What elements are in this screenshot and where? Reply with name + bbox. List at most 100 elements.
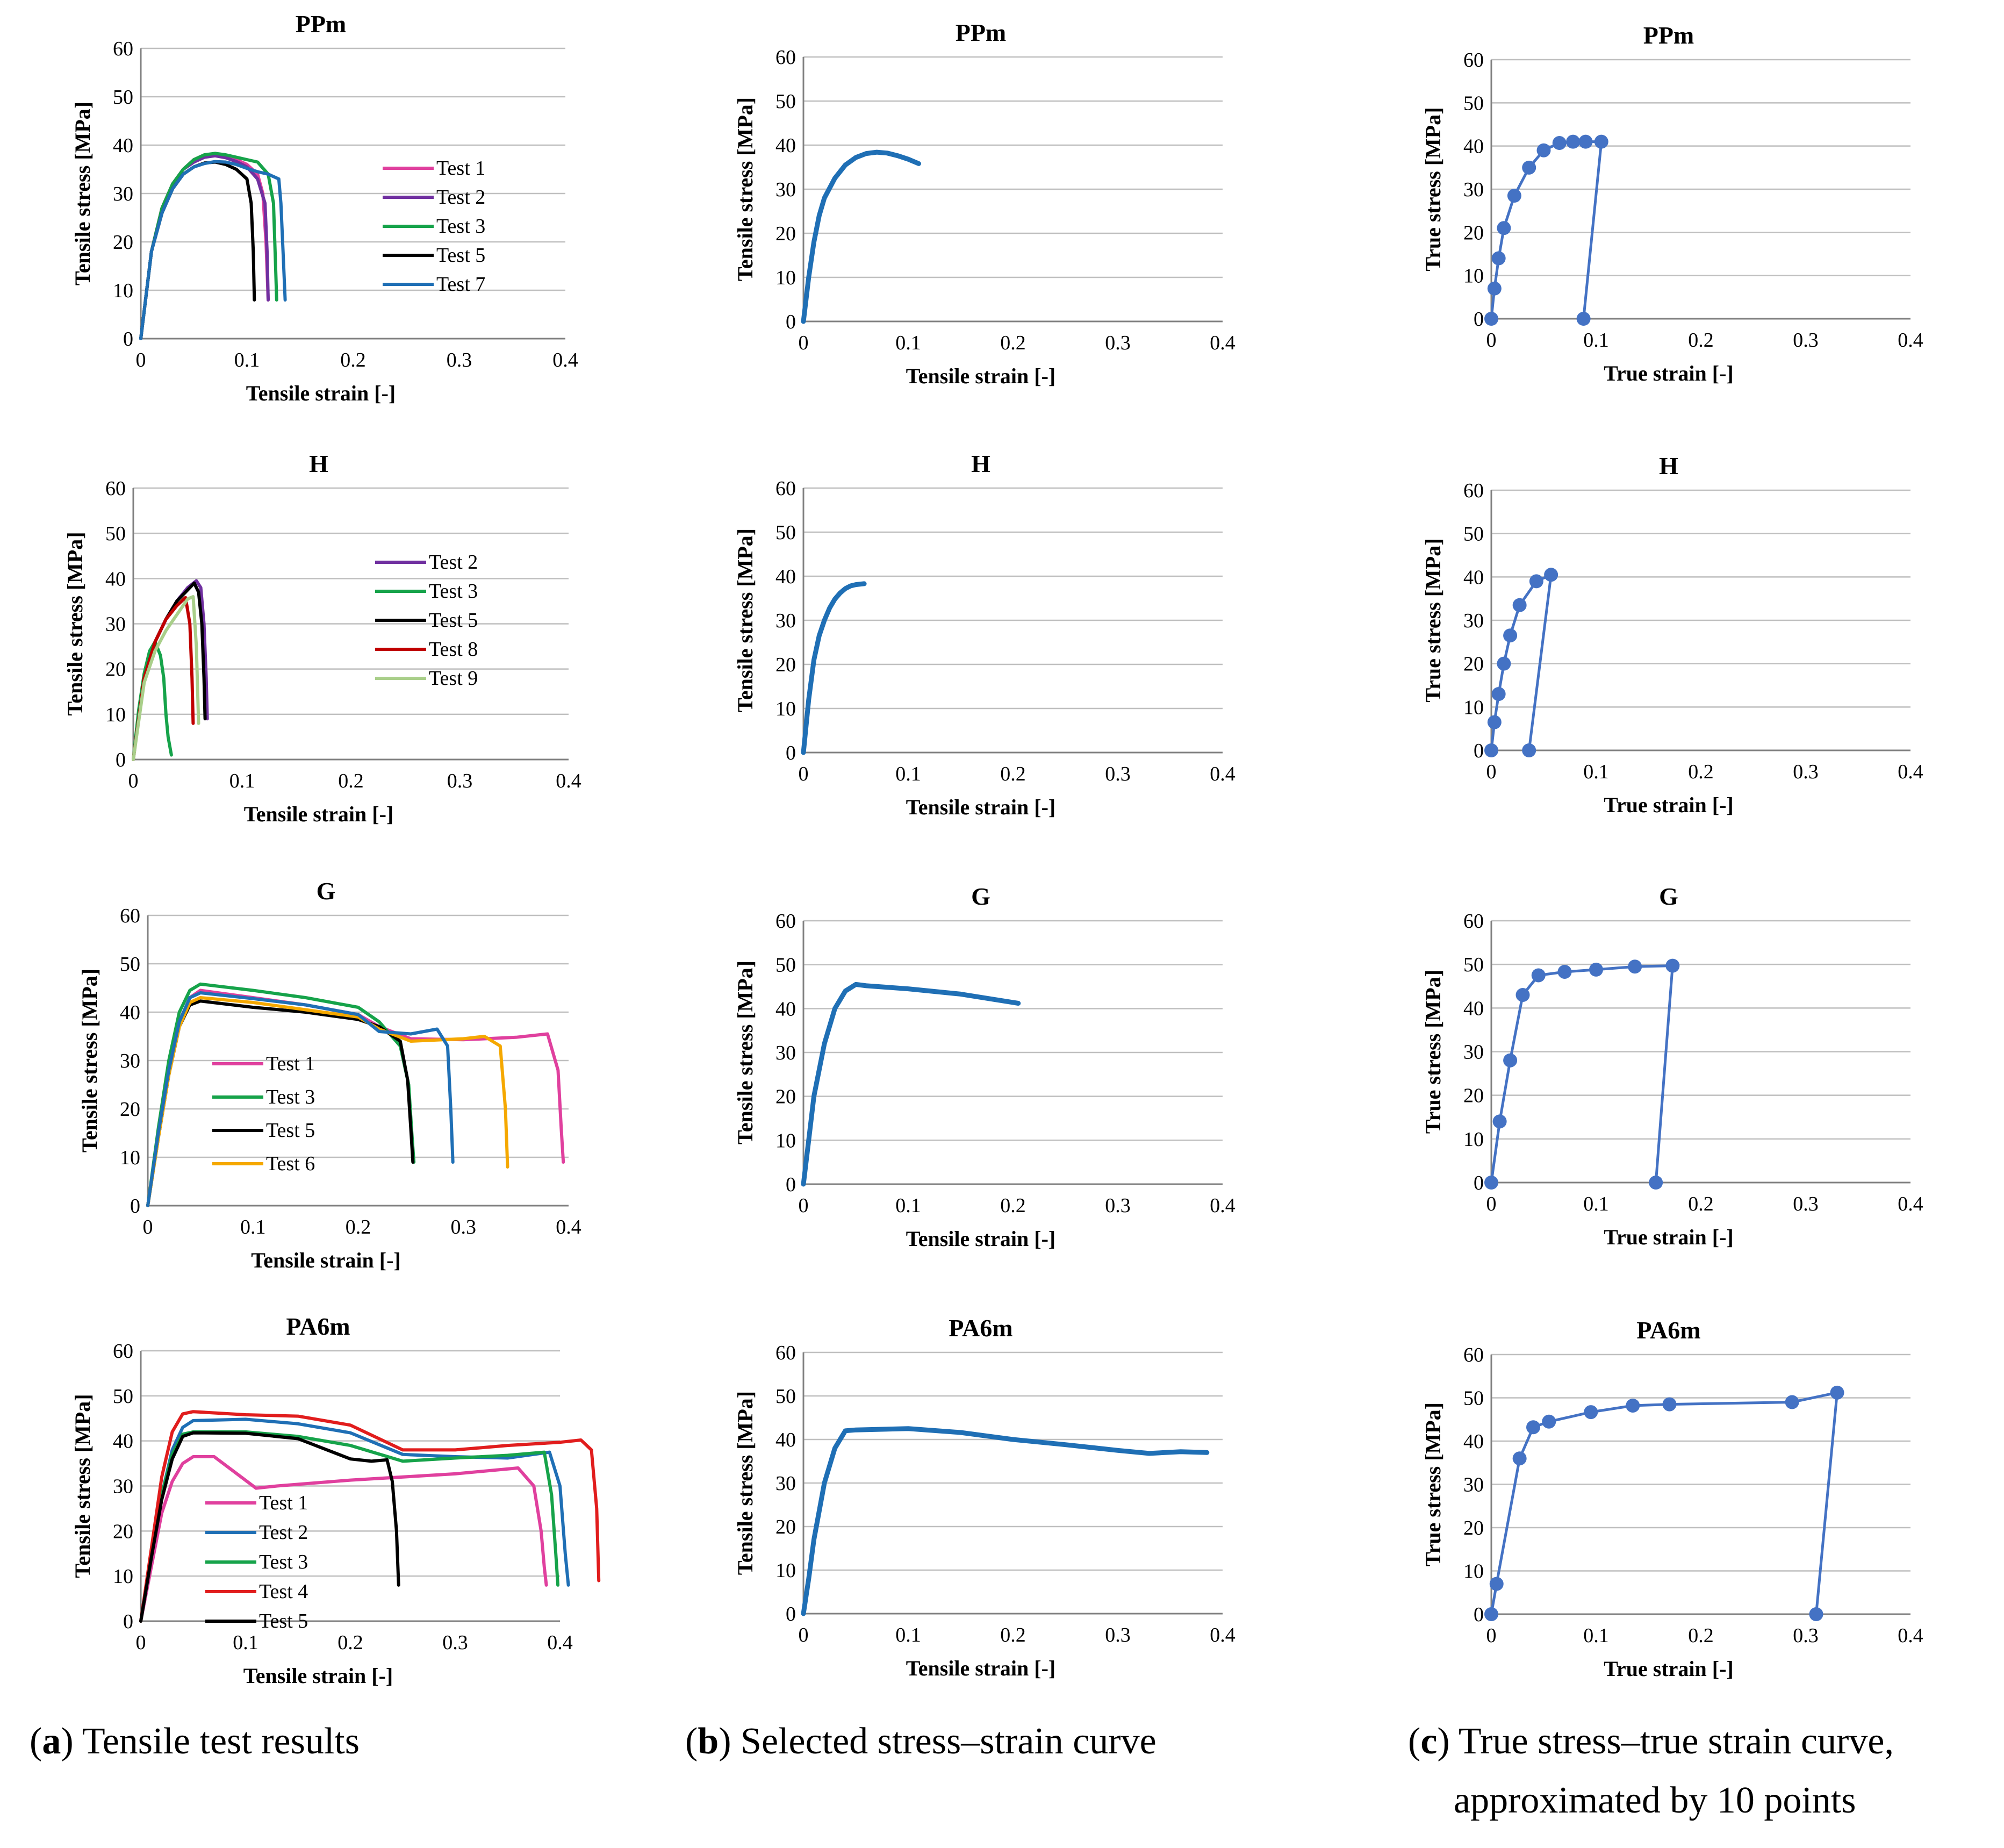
x-tick-label: 0 [136,349,146,371]
y-axis-label: True stress [MPa] [1421,538,1445,702]
series-line [139,152,270,340]
x-tick-label: 0.1 [1583,329,1609,352]
y-tick-label: 0 [786,742,796,764]
series-line [801,149,921,324]
chart-a4: 0 10 20 30 40 50 60 0 0.1 0.2 0.3 0.4 PA6m Tensile st… [70,1313,601,1688]
y-tick-label: 40 [775,998,796,1020]
x-tick-label: 0.4 [1210,1624,1236,1646]
y-tick-label: 40 [775,134,796,157]
y-tick-label: 0 [123,1610,133,1633]
chart-title: PPm [1643,22,1694,49]
chart-title: G [1659,883,1678,910]
y-axis-label: Tensile stress [MPa] [70,102,95,285]
data-point [1503,628,1518,643]
y-tick-label: 30 [775,1042,796,1064]
series-line [146,989,565,1207]
series-line [146,996,509,1207]
y-axis-label: Tensile stress [MPa] [70,1394,95,1578]
x-tick-label: 0.4 [556,770,581,792]
series-line [139,1417,570,1623]
y-axis-label: True stress [MPa] [1421,970,1445,1134]
x-tick-label: 0 [799,763,809,785]
x-tick-label: 0.2 [1000,332,1026,354]
y-tick-label: 30 [113,183,133,205]
y-tick-label: 60 [105,477,126,500]
data-point [1557,964,1572,979]
data-point [1649,1176,1663,1190]
x-tick-label: 0.1 [240,1216,266,1238]
chart-title: PA6m [949,1314,1012,1342]
y-axis-label: True stress [MPa] [1421,1402,1445,1566]
caption-a-prefix: ( [30,1721,42,1762]
y-tick-label: 20 [1463,1085,1484,1107]
data-point [1584,1405,1598,1420]
chart-b4: 0 10 20 30 40 50 60 0 0.1 0.2 0.3 0.4 PA6m Tensile st… [733,1314,1236,1680]
x-tick-label: 0.3 [1793,329,1819,352]
y-tick-label: 60 [775,1342,796,1364]
y-tick-label: 0 [116,749,126,771]
x-tick-label: 0.3 [1105,332,1131,354]
y-tick-label: 10 [775,1559,796,1582]
caption-c-line2: approximated by 10 points [1454,1780,1856,1821]
y-tick-label: 10 [775,1129,796,1152]
x-tick-label: 0.2 [338,770,364,792]
y-tick-label: 0 [786,311,796,333]
data-point [1497,656,1511,671]
x-axis-label: True strain [-] [1604,793,1733,817]
legend-label: Test 1 [259,1492,308,1514]
x-tick-label: 0.3 [447,349,472,371]
legend-label: Test 2 [429,551,478,574]
legend-label: Test 2 [436,186,485,209]
chart-title: G [317,877,336,905]
x-axis-label: Tensile strain [-] [906,1227,1056,1251]
y-tick-label: 60 [775,477,796,500]
x-tick-label: 0.2 [1000,1624,1026,1646]
data-point [1628,959,1642,974]
y-tick-label: 10 [775,267,796,289]
legend-label: Test 3 [436,215,485,238]
x-axis-label: Tensile strain [-] [906,364,1056,388]
y-tick-label: 40 [1463,566,1484,589]
legend-label: Test 2 [259,1521,308,1544]
x-tick-label: 0.1 [234,349,260,371]
y-tick-label: 50 [105,522,126,545]
x-axis-label: Tensile strain [-] [246,381,396,405]
series-line [146,991,455,1207]
x-tick-label: 0.3 [1793,1624,1819,1647]
x-tick-label: 0.2 [1000,1194,1026,1217]
chart-a1: 0 10 20 30 40 50 60 0 0.1 0.2 0.3 0.4 PPm Tensile str… [70,10,578,405]
y-tick-label: 20 [1463,653,1484,676]
series-line [801,581,867,755]
legend-label: Test 8 [429,638,478,661]
chart-title: PPm [296,10,347,38]
y-tick-label: 50 [113,1385,133,1408]
data-point [1491,251,1506,266]
x-tick-label: 0 [1486,1624,1497,1647]
y-tick-label: 0 [1474,308,1484,331]
caption-b: (b) Selected stress–strain curve [685,1721,1157,1762]
y-axis-label: Tensile stress [MPa] [63,532,87,715]
y-axis-label: True stress [MPa] [1421,107,1445,271]
data-point [1487,715,1502,729]
x-tick-label: 0.1 [895,763,921,785]
chart-title: H [971,450,990,477]
y-tick-label: 20 [775,223,796,245]
x-tick-label: 0 [799,332,809,354]
caption-c: (c) True stress–true strain curve, appro… [1408,1721,1894,1821]
series-line [139,160,256,340]
x-tick-label: 0.3 [451,1216,477,1238]
y-tick-label: 40 [120,1001,140,1024]
y-tick-label: 20 [1463,1517,1484,1539]
legend-label: Test 7 [436,273,485,296]
x-tick-label: 0.3 [1793,761,1819,783]
y-tick-label: 50 [1463,92,1484,114]
y-tick-label: 10 [120,1147,140,1169]
chart-b2: 0 10 20 30 40 50 60 0 0.1 0.2 0.3 0.4 H Tensile strai… [733,450,1236,819]
y-tick-label: 20 [113,231,133,254]
data-point [1484,1607,1498,1621]
y-tick-label: 20 [1463,221,1484,244]
data-point [1512,1451,1527,1466]
y-tick-label: 10 [1463,265,1484,288]
chart-title: PA6m [286,1313,350,1340]
legend-label: Test 3 [266,1086,315,1108]
